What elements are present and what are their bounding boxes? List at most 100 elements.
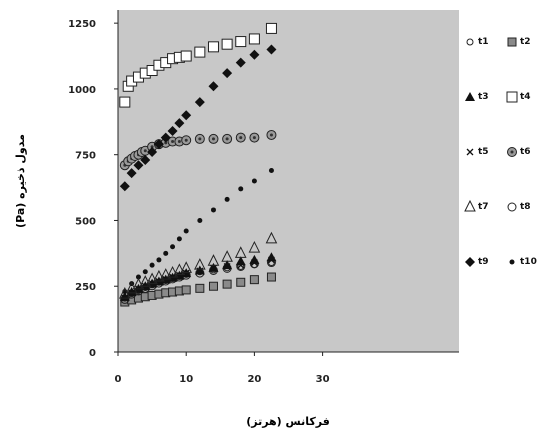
point-t3 [235,256,246,266]
point-t9 [181,110,192,121]
point-t9 [140,154,151,165]
point-t2 [249,275,259,285]
point-t3 [266,252,277,262]
x-tick-label: 30 [316,374,330,385]
point-t10 [238,186,244,192]
point-t4 [207,41,219,53]
point-t7 [194,258,206,270]
point-t4 [194,46,206,58]
point-t9 [119,181,130,192]
series-t7 [119,231,278,299]
point-t10 [170,244,176,250]
point-t9 [133,160,144,171]
point-t3 [194,265,205,275]
legend-marker-t1 [466,38,474,46]
legend-marker-t4 [506,91,518,103]
point-t7 [153,269,165,282]
legend-label-t6: t6 [520,147,531,157]
legend-label-t8: t8 [520,202,531,212]
legend-label-t2: t2 [520,37,531,47]
point-t4 [180,50,192,62]
point-t9 [160,132,171,143]
point-t2 [266,272,276,282]
x-axis-title: فرکانس (هرتز) [246,415,330,428]
point-t4 [265,22,277,34]
point-t10 [163,250,169,256]
point-t2 [195,283,205,293]
point-t10 [197,217,203,223]
x-tick-label: 20 [247,374,261,385]
legend-label-t10: t10 [520,257,537,267]
point-t10 [142,269,148,275]
y-tick-label: 1250 [68,19,96,30]
legend-label-t1: t1 [478,37,489,47]
point-t10 [183,228,189,234]
series-t2 [120,272,276,307]
point-t9 [167,126,178,137]
legend-label-t4: t4 [520,92,531,102]
point-t2 [181,285,191,295]
legend-item-t2: t2 [507,37,531,47]
legend-marker-t9 [465,257,475,267]
y-tick-label: 1000 [68,85,96,96]
y-axis-title: مدول ذخیره (Pa) [14,134,27,228]
point-t9 [235,57,246,68]
point-t2 [208,281,218,291]
legend-marker-t8 [507,202,517,212]
legend-marker-t2 [507,37,517,47]
point-t7 [265,231,278,244]
point-t9 [174,118,185,129]
y-tick-label: 750 [75,151,96,162]
legend-label-t7: t7 [478,202,489,212]
point-t10 [176,236,182,242]
point-t10 [135,274,141,280]
legend-label-t3: t3 [478,92,489,102]
point-t9 [208,81,219,92]
legend-marker-t10 [509,259,515,265]
y-tick-label: 0 [89,348,96,359]
point-t10 [149,262,155,268]
legend-marker-t7 [464,199,476,212]
legend-item-t1: t1 [466,37,489,47]
point-t9 [194,97,205,108]
point-t3 [208,262,219,272]
legend-item-t7: t7 [464,199,489,212]
series-t9 [119,44,277,192]
legend-item-t5: t5 [466,147,489,157]
point-t10 [251,178,257,184]
legend-item-t3: t3 [465,92,489,102]
point-t7 [180,261,193,273]
legend-item-t8: t8 [507,202,531,212]
legend-item-t9: t9 [465,257,489,267]
point-t7 [248,240,261,253]
x-tick-label: 0 [115,374,122,385]
point-t7 [234,246,247,258]
point-t2 [222,279,232,289]
y-tick-label: 500 [75,216,96,227]
point-t10 [224,196,230,202]
series-t10 [122,167,274,294]
legend-marker-t5 [466,148,474,156]
point-t3 [126,287,137,297]
legend-label-t5: t5 [478,147,489,157]
y-tick-label: 250 [75,282,96,293]
x-tick-label: 10 [179,374,193,385]
point-t10 [156,257,162,263]
point-t3 [222,260,233,270]
point-t9 [266,44,277,55]
point-t2 [236,277,246,287]
point-t4 [221,38,233,50]
point-t3 [249,254,260,264]
point-t7 [173,263,186,275]
legend-marker-t3 [465,92,475,101]
legend-item-t6: t6 [507,147,531,157]
legend-item-t4: t4 [506,91,531,103]
point-t9 [153,139,164,150]
point-t9 [126,168,137,179]
point-t7 [207,254,220,266]
point-t10 [210,207,216,213]
point-t10 [268,167,274,173]
point-t9 [147,147,158,158]
point-t7 [159,268,172,280]
